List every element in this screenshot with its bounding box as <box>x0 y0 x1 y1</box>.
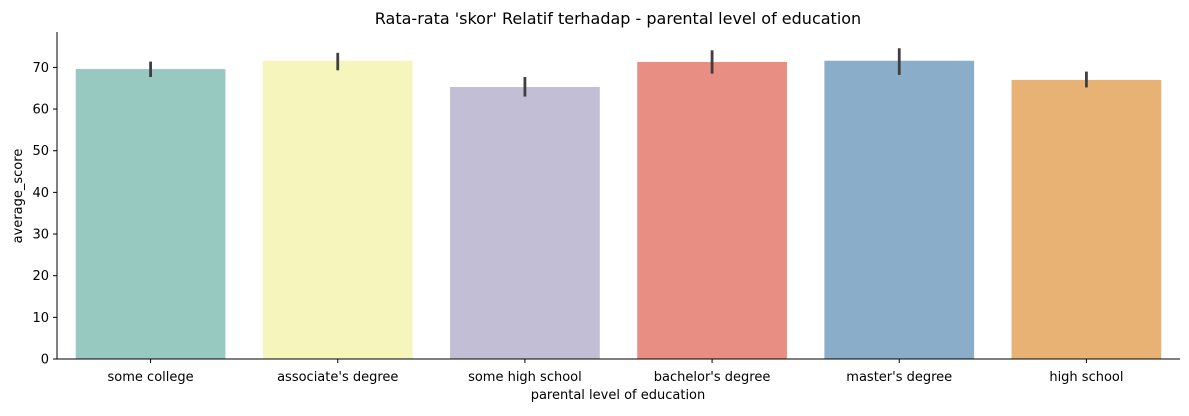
x-tick-label: bachelor's degree <box>654 370 771 385</box>
y-tick-label: 0 <box>41 353 49 368</box>
y-tick-label: 20 <box>32 269 49 284</box>
bar <box>824 60 975 359</box>
x-tick-label: some college <box>108 370 194 385</box>
bar <box>450 86 600 359</box>
chart-title: Rata-rata 'skor' Relatif terhadap - pare… <box>375 9 861 28</box>
x-axis-label: parental level of education <box>531 388 706 403</box>
y-tick-label: 10 <box>32 311 49 326</box>
bar <box>75 69 226 359</box>
x-tick-label: high school <box>1049 370 1123 385</box>
x-tick-label: some high school <box>468 370 582 385</box>
y-tick-label: 30 <box>32 228 49 243</box>
bar <box>262 60 413 359</box>
plot-area: some college associate's degree some high … <box>32 32 1180 385</box>
x-tick-label: master's degree <box>846 370 952 385</box>
x-tick-label: associate's degree <box>277 370 398 385</box>
bar <box>1011 79 1162 360</box>
y-tick-label: 60 <box>32 103 49 118</box>
y-tick-label: 50 <box>32 144 49 159</box>
y-axis-label: average_score <box>11 149 26 244</box>
y-tick-label: 40 <box>32 186 49 201</box>
bar <box>637 61 787 359</box>
y-tick-label: 70 <box>32 61 49 76</box>
